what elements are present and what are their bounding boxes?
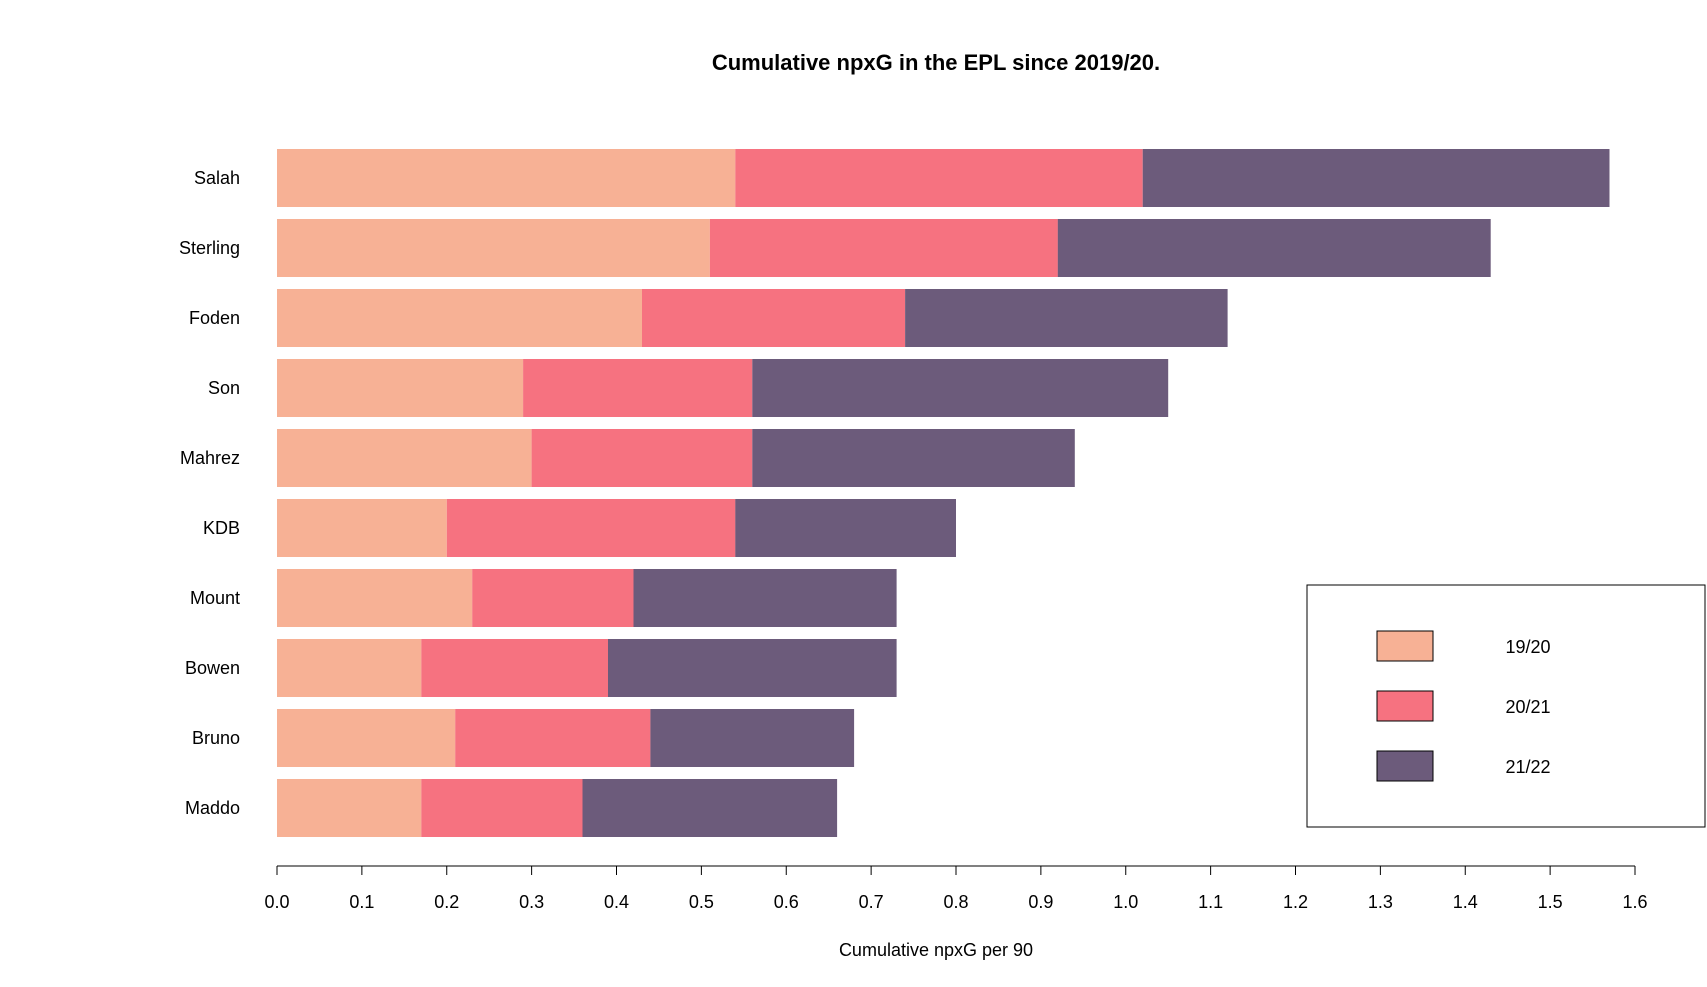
legend-label: 19/20: [1505, 637, 1550, 657]
category-label: Bruno: [192, 728, 240, 748]
legend-label: 20/21: [1505, 697, 1550, 717]
bar-mahrez-19-20: [277, 429, 532, 487]
category-label: Foden: [189, 308, 240, 328]
category-labels: Salah Sterling Foden Son Mahrez KDB Mount Bowen…: [179, 168, 240, 818]
bar-foden-20-21: [642, 289, 906, 347]
x-tick-label: 1.4: [1453, 892, 1478, 912]
x-tick-label: 0.2: [434, 892, 459, 912]
bar-son-21-22: [752, 359, 1169, 417]
x-tick-label: 0.7: [859, 892, 884, 912]
category-label: Mount: [190, 588, 240, 608]
category-label: Sterling: [179, 238, 240, 258]
chart-title: Cumulative npxG in the EPL since 2019/20…: [712, 50, 1160, 75]
bar-bowen-20-21: [421, 639, 608, 697]
bar-kdb-21-22: [735, 499, 956, 557]
x-tick-label: 1.1: [1198, 892, 1223, 912]
category-label: Mahrez: [180, 448, 240, 468]
x-tick-label: 0.4: [604, 892, 629, 912]
bar-kdb-19-20: [277, 499, 447, 557]
bar-bowen-21-22: [608, 639, 897, 697]
x-tick-label: 0.8: [943, 892, 968, 912]
legend-swatch: [1376, 690, 1434, 722]
bar-mount-21-22: [633, 569, 897, 627]
legend: 19/20 20/21 21/22: [1306, 584, 1706, 828]
x-axis: 0.0 0.1 0.2 0.3 0.4 0.5 0.6 0.7 0.8 0.9 1.0 1.1 1.2 1…: [264, 865, 1648, 912]
x-tick-label: 1.2: [1283, 892, 1308, 912]
bar-foden-19-20: [277, 289, 642, 347]
x-tick-label: 0.9: [1028, 892, 1053, 912]
bar-bowen-19-20: [277, 639, 422, 697]
bar-salah-20-21: [735, 149, 1143, 207]
category-label: Son: [208, 378, 240, 398]
bar-sterling-19-20: [277, 219, 710, 277]
bar-salah-19-20: [277, 149, 736, 207]
category-label: Salah: [194, 168, 240, 188]
x-tick-label: 0.1: [349, 892, 374, 912]
legend-box: [1306, 584, 1706, 828]
bar-maddo-19-20: [277, 779, 422, 837]
bar-foden-21-22: [905, 289, 1228, 347]
category-label: KDB: [203, 518, 240, 538]
legend-swatch: [1376, 750, 1434, 782]
bar-maddo-21-22: [582, 779, 838, 837]
legend-label: 21/22: [1505, 757, 1550, 777]
x-tick-label: 1.3: [1368, 892, 1393, 912]
bars-group: [277, 149, 1610, 837]
x-tick-label: 1.0: [1113, 892, 1138, 912]
bar-salah-21-22: [1142, 149, 1610, 207]
bar-mount-20-21: [472, 569, 634, 627]
bar-maddo-20-21: [421, 779, 583, 837]
bar-kdb-20-21: [446, 499, 736, 557]
legend-swatch: [1376, 630, 1434, 662]
category-label: Bowen: [185, 658, 240, 678]
bar-bruno-21-22: [650, 709, 855, 767]
bar-mount-19-20: [277, 569, 473, 627]
bar-bruno-20-21: [455, 709, 651, 767]
bar-son-19-20: [277, 359, 524, 417]
x-tick-label: 0.3: [519, 892, 544, 912]
bar-mahrez-21-22: [752, 429, 1075, 487]
x-tick-label: 0.0: [264, 892, 289, 912]
bar-son-20-21: [523, 359, 753, 417]
x-tick-label: 0.5: [689, 892, 714, 912]
x-tick-label: 1.6: [1622, 892, 1647, 912]
bar-bruno-19-20: [277, 709, 456, 767]
bar-sterling-21-22: [1057, 219, 1491, 277]
bar-sterling-20-21: [709, 219, 1058, 277]
category-label: Maddo: [185, 798, 240, 818]
x-tick-label: 0.6: [774, 892, 799, 912]
x-axis-label: Cumulative npxG per 90: [839, 940, 1033, 960]
bar-mahrez-20-21: [531, 429, 753, 487]
x-tick-label: 1.5: [1538, 892, 1563, 912]
